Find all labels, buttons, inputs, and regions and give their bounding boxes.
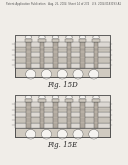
FancyBboxPatch shape: [15, 35, 110, 77]
Bar: [15, 107, 110, 112]
Ellipse shape: [73, 69, 83, 79]
Bar: [92, 99, 100, 102]
Bar: [15, 68, 110, 77]
FancyBboxPatch shape: [15, 95, 110, 137]
Ellipse shape: [89, 69, 99, 79]
Bar: [25, 39, 32, 42]
Bar: [80, 102, 85, 128]
Ellipse shape: [25, 96, 32, 99]
Bar: [25, 99, 32, 102]
Ellipse shape: [66, 96, 72, 99]
Bar: [38, 99, 46, 102]
Bar: [38, 39, 46, 42]
Ellipse shape: [25, 35, 32, 39]
Bar: [15, 123, 110, 128]
Bar: [52, 99, 59, 102]
Bar: [67, 102, 71, 128]
Bar: [15, 95, 110, 137]
Bar: [53, 42, 58, 68]
Bar: [15, 63, 110, 68]
Bar: [15, 42, 110, 47]
Bar: [80, 42, 85, 68]
Bar: [94, 102, 98, 128]
Bar: [15, 128, 110, 137]
Ellipse shape: [93, 96, 99, 99]
Text: Fig. 15E: Fig. 15E: [47, 141, 77, 149]
Ellipse shape: [57, 129, 67, 139]
Ellipse shape: [41, 129, 51, 139]
Bar: [15, 117, 110, 123]
Bar: [67, 42, 71, 68]
Ellipse shape: [26, 69, 36, 79]
Bar: [40, 102, 44, 128]
Bar: [52, 39, 59, 42]
Ellipse shape: [52, 96, 59, 99]
Ellipse shape: [73, 129, 83, 139]
Bar: [65, 39, 73, 42]
Bar: [15, 35, 110, 77]
Text: Fig. 15D: Fig. 15D: [47, 81, 78, 89]
Bar: [15, 57, 110, 63]
Bar: [15, 112, 110, 117]
Ellipse shape: [79, 96, 86, 99]
Ellipse shape: [89, 129, 99, 139]
Bar: [26, 102, 31, 128]
Bar: [26, 42, 31, 68]
Bar: [79, 39, 86, 42]
Bar: [15, 102, 110, 107]
Ellipse shape: [93, 35, 99, 39]
Bar: [79, 99, 86, 102]
Bar: [92, 39, 100, 42]
Bar: [94, 42, 98, 68]
Ellipse shape: [66, 35, 72, 39]
Ellipse shape: [52, 35, 59, 39]
Bar: [15, 47, 110, 52]
Bar: [40, 42, 44, 68]
Bar: [15, 52, 110, 57]
Ellipse shape: [26, 129, 36, 139]
Ellipse shape: [39, 96, 45, 99]
Text: Patent Application Publication   Aug. 26, 2004  Sheet 14 of 274   U.S. 2004/0183: Patent Application Publication Aug. 26, …: [7, 2, 121, 6]
Ellipse shape: [39, 35, 45, 39]
Ellipse shape: [79, 35, 86, 39]
Bar: [65, 99, 73, 102]
Ellipse shape: [57, 69, 67, 79]
Ellipse shape: [41, 69, 51, 79]
Bar: [53, 102, 58, 128]
